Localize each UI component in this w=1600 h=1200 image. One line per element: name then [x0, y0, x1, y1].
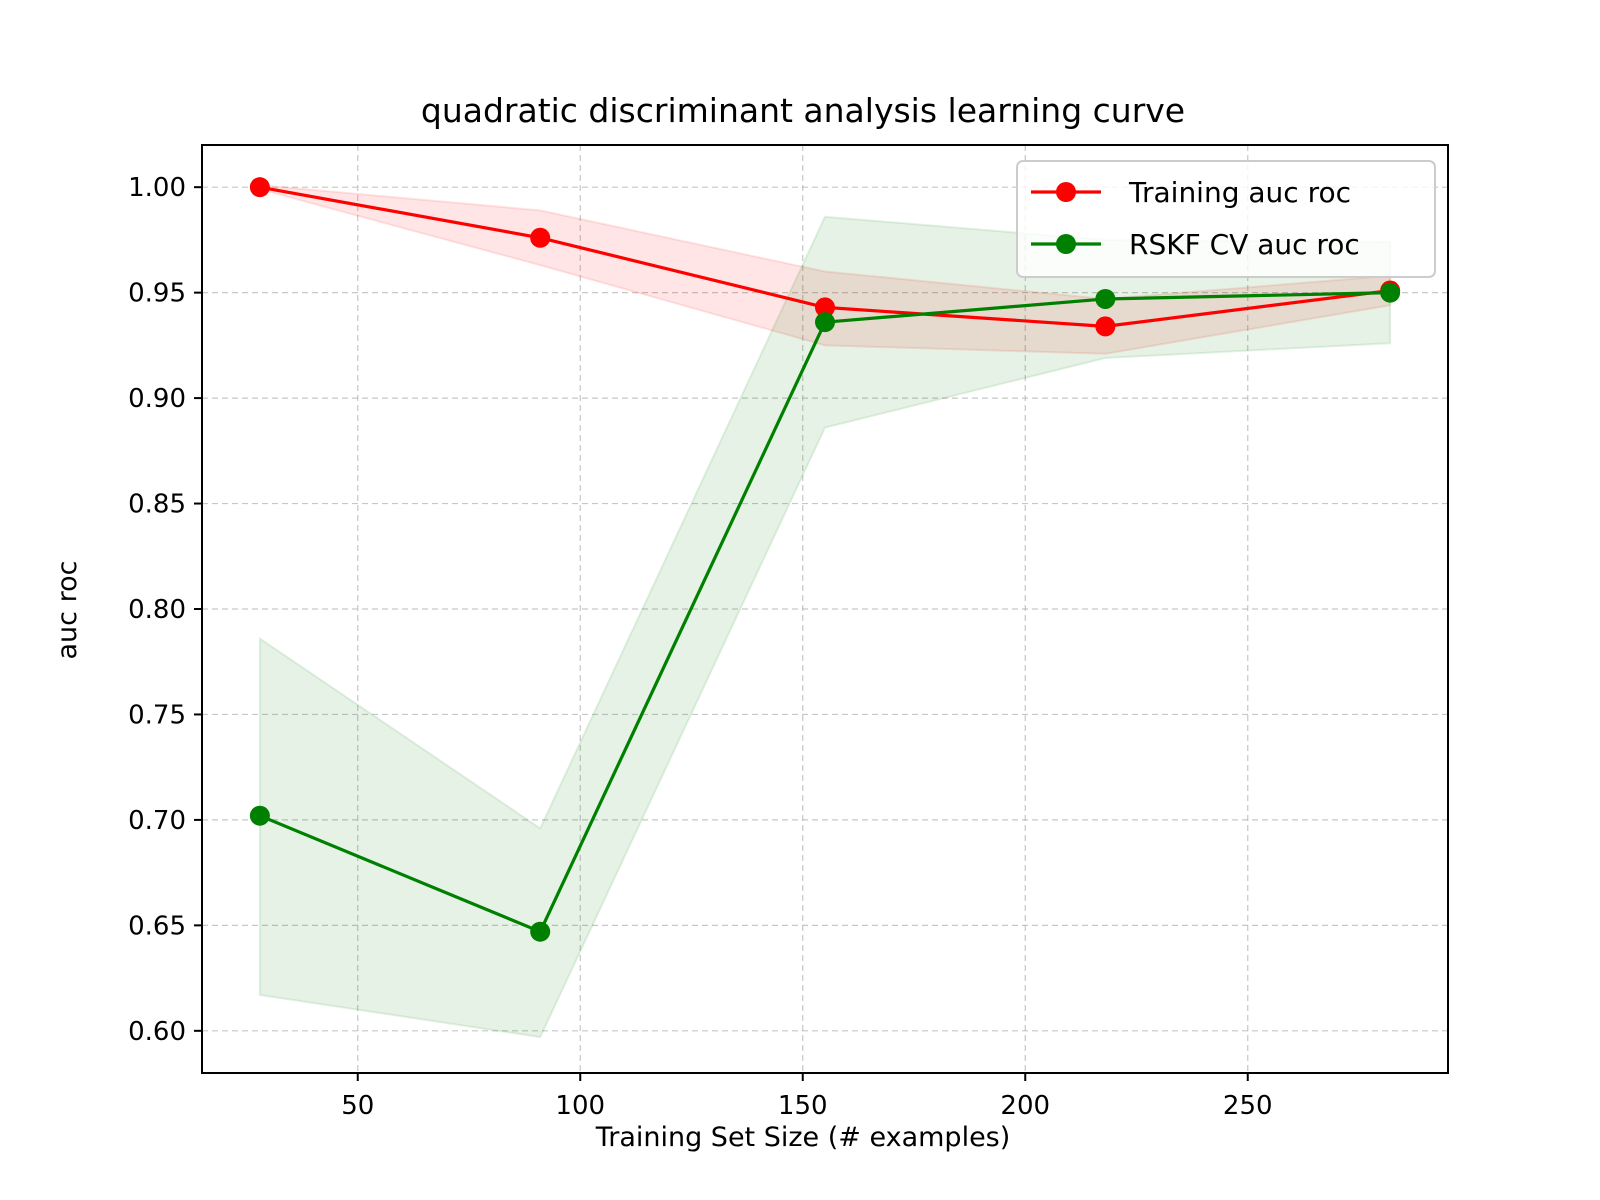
series-0-point — [815, 297, 835, 318]
series-1-band — [258, 215, 1392, 1039]
legend-box — [1016, 160, 1436, 278]
legend-label-1: RSKF CV auc roc — [1129, 228, 1360, 261]
series-markers — [249, 177, 1401, 942]
y-tick-label: 0.70 — [128, 806, 186, 836]
y-tick-label: 0.95 — [128, 279, 186, 309]
legend-label-0: Training auc roc — [1128, 176, 1351, 209]
legend-marker-1 — [1056, 234, 1076, 254]
x-tick-label: 100 — [555, 1091, 605, 1121]
y-tick-label: 0.65 — [128, 911, 186, 941]
x-tick-label: 50 — [341, 1091, 374, 1121]
y-tick-label: 1.00 — [128, 173, 186, 203]
x-tick-label: 250 — [1223, 1091, 1273, 1121]
y-tick-label: 0.60 — [128, 1017, 186, 1047]
series-1-point — [1095, 288, 1116, 309]
y-axis-label: auc roc — [52, 561, 83, 660]
y-tick-label: 0.85 — [128, 490, 186, 520]
legend-marker-0 — [1056, 182, 1076, 202]
x-axis-label: Training Set Size (# examples) — [595, 1122, 1011, 1153]
series-1-point — [1380, 282, 1401, 303]
y-tick-label: 0.90 — [128, 384, 186, 414]
confidence-bands — [258, 183, 1392, 1039]
axis-ticks: 50 100 150 200 250 0.60 0.65 0.70 0.75 0.80 0.85 0.… — [128, 173, 1272, 1121]
series-1-point — [249, 805, 270, 826]
series-1-point — [815, 312, 835, 333]
series-1-point — [530, 921, 551, 942]
chart-title: quadratic discriminant analysis learning… — [421, 91, 1185, 130]
x-tick-label: 150 — [778, 1091, 828, 1121]
y-tick-label: 0.80 — [128, 595, 186, 625]
y-tick-label: 0.75 — [128, 700, 186, 730]
grid — [202, 145, 1448, 1073]
series-0-band — [258, 183, 1392, 355]
x-tick-label: 200 — [1000, 1091, 1050, 1121]
series-0-point — [1095, 316, 1116, 337]
series-0-point — [249, 177, 270, 198]
legend: Training auc roc RSKF CV auc roc — [1016, 160, 1436, 278]
series-0-point — [530, 227, 551, 248]
